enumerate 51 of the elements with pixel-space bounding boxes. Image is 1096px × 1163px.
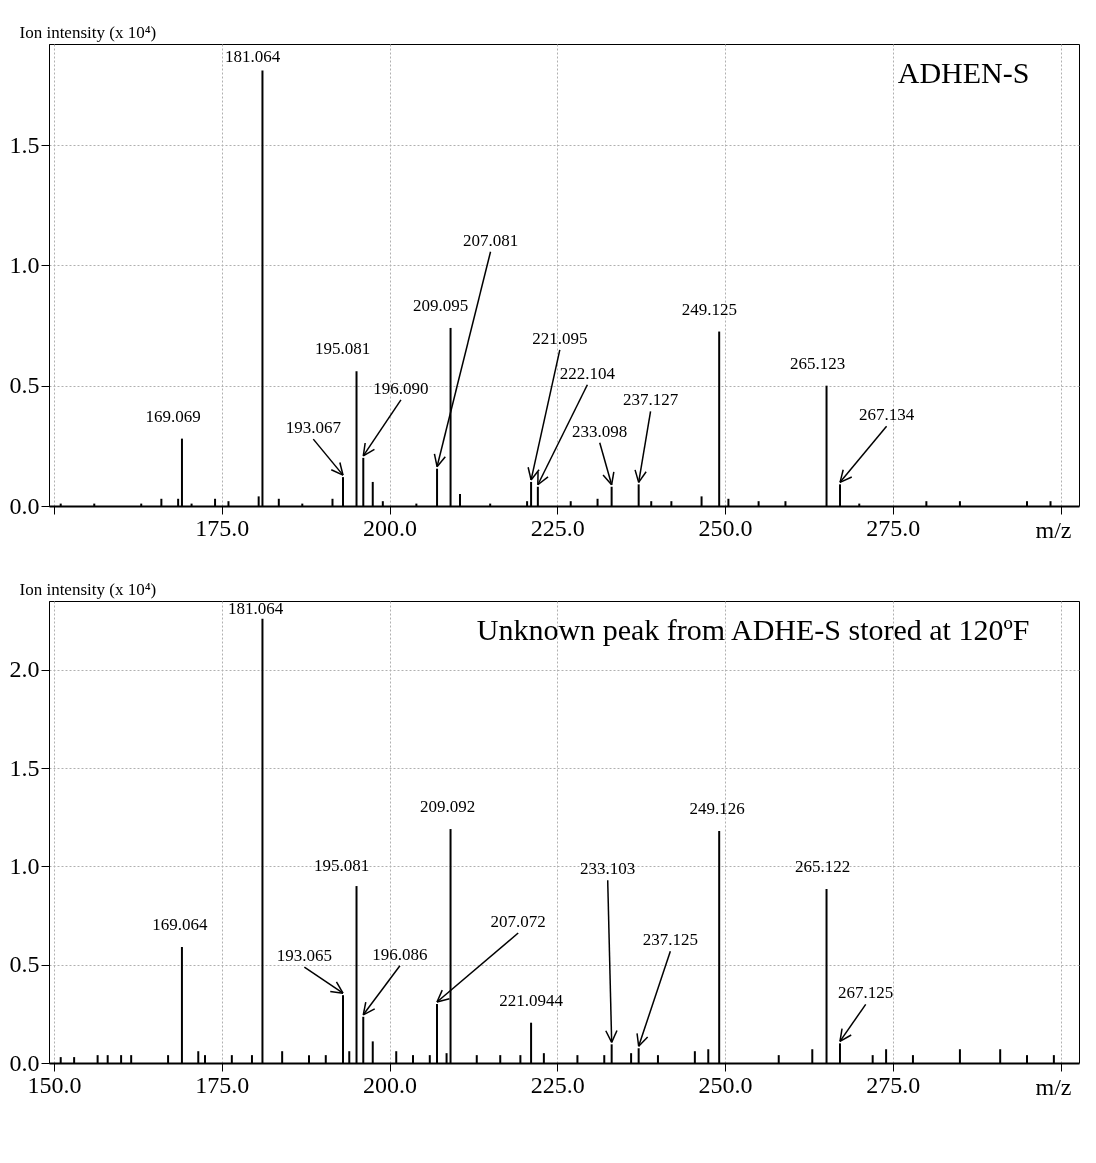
y-tick-label: 1.5 xyxy=(9,131,40,158)
x-tick-label: 225.0 xyxy=(530,1071,585,1098)
x-tick-label: 200.0 xyxy=(363,1071,418,1098)
annotation: 233.098 xyxy=(572,421,628,441)
annotation: 196.086 xyxy=(372,944,428,964)
annotation: 267.125 xyxy=(838,983,894,1003)
annotation: 221.095 xyxy=(532,328,588,348)
x-tick-label: 275.0 xyxy=(866,514,921,541)
y-tick-label: 1.0 xyxy=(9,852,40,879)
annotation: 237.125 xyxy=(642,930,698,950)
y-tick-label: 0.0 xyxy=(9,492,40,519)
annotation: 249.125 xyxy=(681,299,737,319)
y-tick-label: 0.5 xyxy=(9,372,40,399)
annotation: 209.095 xyxy=(413,295,469,315)
annotation: 249.126 xyxy=(689,799,745,819)
annotation: 169.069 xyxy=(145,406,201,426)
y-tick-label: 1.5 xyxy=(9,754,40,781)
annotation: 196.090 xyxy=(373,378,429,398)
x-axis-title: m/z xyxy=(1035,1073,1072,1100)
annotation: 181.064 xyxy=(227,598,284,618)
y-tick-label: 0.5 xyxy=(9,951,40,978)
annotation: 207.081 xyxy=(462,230,519,250)
annotation: 207.072 xyxy=(490,912,546,932)
annotation: 195.081 xyxy=(314,856,370,876)
annotation: 193.067 xyxy=(285,418,342,438)
x-tick-label: 250.0 xyxy=(698,514,753,541)
annotation: 209.092 xyxy=(419,797,476,817)
x-tick-label: 225.0 xyxy=(530,514,585,541)
annotation: 193.065 xyxy=(276,946,332,966)
annotation: 265.122 xyxy=(794,857,851,877)
chart-title: ADHEN-S xyxy=(897,56,1030,89)
annotation: 265.123 xyxy=(790,353,846,373)
y-axis-title: Ion intensity (x 10⁴) xyxy=(19,22,157,42)
x-axis-title: m/z xyxy=(1035,516,1072,543)
x-tick-label: 200.0 xyxy=(363,514,418,541)
x-tick-label: 275.0 xyxy=(866,1071,921,1098)
y-tick-label: 2.0 xyxy=(9,656,40,683)
chart-title: Unknown peak from ADHE-S stored at 120ºF xyxy=(476,613,1030,646)
annotation: 222.104 xyxy=(559,363,616,383)
y-tick-label: 1.0 xyxy=(9,251,40,278)
annotation: 195.081 xyxy=(315,339,371,359)
annotation: 181.064 xyxy=(224,47,281,67)
x-tick-label: 175.0 xyxy=(195,1071,250,1098)
annotation: 267.134 xyxy=(858,405,915,425)
y-axis-title: Ion intensity (x 10⁴) xyxy=(19,579,157,599)
annotation: 169.064 xyxy=(152,915,209,935)
annotation: 237.127 xyxy=(622,390,679,410)
x-tick-label: 250.0 xyxy=(698,1071,753,1098)
annotation: 221.0944 xyxy=(499,990,564,1010)
annotation: 233.103 xyxy=(580,859,636,879)
x-tick-label: 175.0 xyxy=(195,514,250,541)
